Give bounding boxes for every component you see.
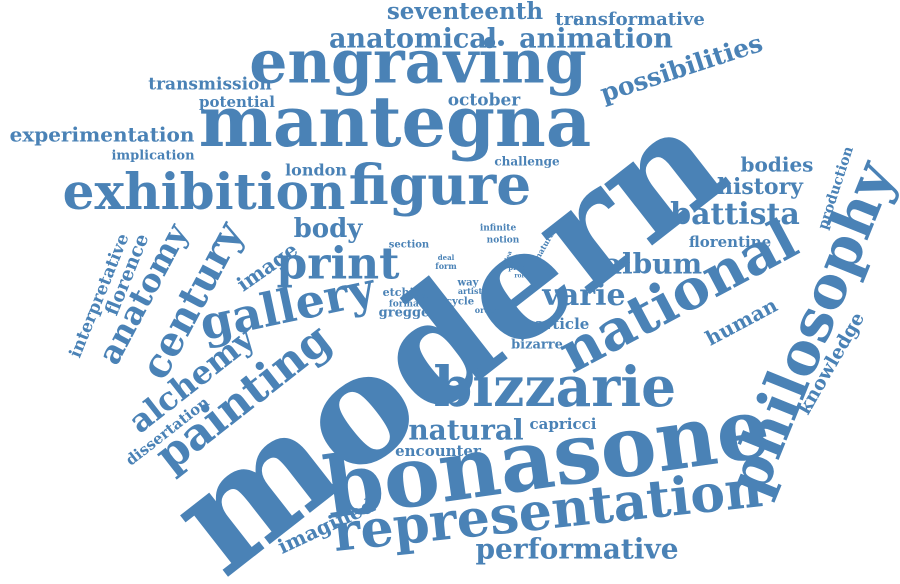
word-section: section — [389, 240, 430, 251]
word-challenge: challenge — [494, 155, 560, 169]
word-format: format — [389, 300, 424, 310]
word-notion: notion — [487, 236, 520, 246]
word-deal: deal — [438, 253, 455, 262]
word-album: album — [604, 248, 702, 281]
word-bizarre: bizarre — [511, 338, 563, 353]
word-order: order — [475, 305, 500, 315]
word-idea: idea — [502, 250, 513, 266]
word-natural: natural — [408, 414, 523, 447]
word-bizzarie: bizzarie — [434, 354, 676, 419]
word-engraving: engraving — [249, 28, 586, 98]
word-seventeenth: seventeenth — [387, 0, 544, 25]
dot-separator — [574, 18, 578, 22]
word-battista: battista — [670, 197, 800, 232]
word-exhibition: exhibition — [63, 162, 346, 221]
word-transmission: transmission — [148, 75, 272, 95]
word-experimentation: experimentation — [10, 123, 195, 147]
word-print: print — [277, 239, 401, 290]
word-implication: implication — [111, 149, 195, 164]
word-infinite: infinite — [480, 224, 517, 234]
word-animation: animation — [519, 24, 673, 55]
word-artist: artist — [458, 286, 483, 296]
word-varie: varie — [541, 278, 625, 313]
word-history: history — [717, 174, 804, 200]
word-proc: proc — [508, 263, 526, 272]
word-mantegna: mantegna — [199, 80, 591, 163]
word-florentine: florentine — [689, 233, 771, 251]
dot-separator — [498, 40, 504, 46]
word-etching: etching — [383, 286, 430, 299]
word-london: london — [285, 161, 347, 180]
word-figure: figure — [349, 152, 531, 217]
word-article: article — [535, 315, 590, 333]
word-encounter: encounter — [395, 442, 482, 460]
word-form: form — [435, 261, 457, 271]
word-potential: potential — [199, 93, 275, 111]
word-october: october — [448, 91, 522, 111]
word-anatomical: anatomical — [329, 24, 497, 55]
word-cycle: cycle — [446, 297, 474, 308]
word-performative: performative — [475, 533, 678, 566]
word-gregge: gregge — [379, 306, 430, 321]
word-capricci: capricci — [530, 415, 597, 433]
word-transformative: transformative — [555, 9, 705, 30]
word-bodies: bodies — [741, 153, 814, 177]
word-way: way — [457, 278, 480, 289]
word-role: role — [514, 273, 527, 280]
word-body: body — [294, 214, 364, 244]
